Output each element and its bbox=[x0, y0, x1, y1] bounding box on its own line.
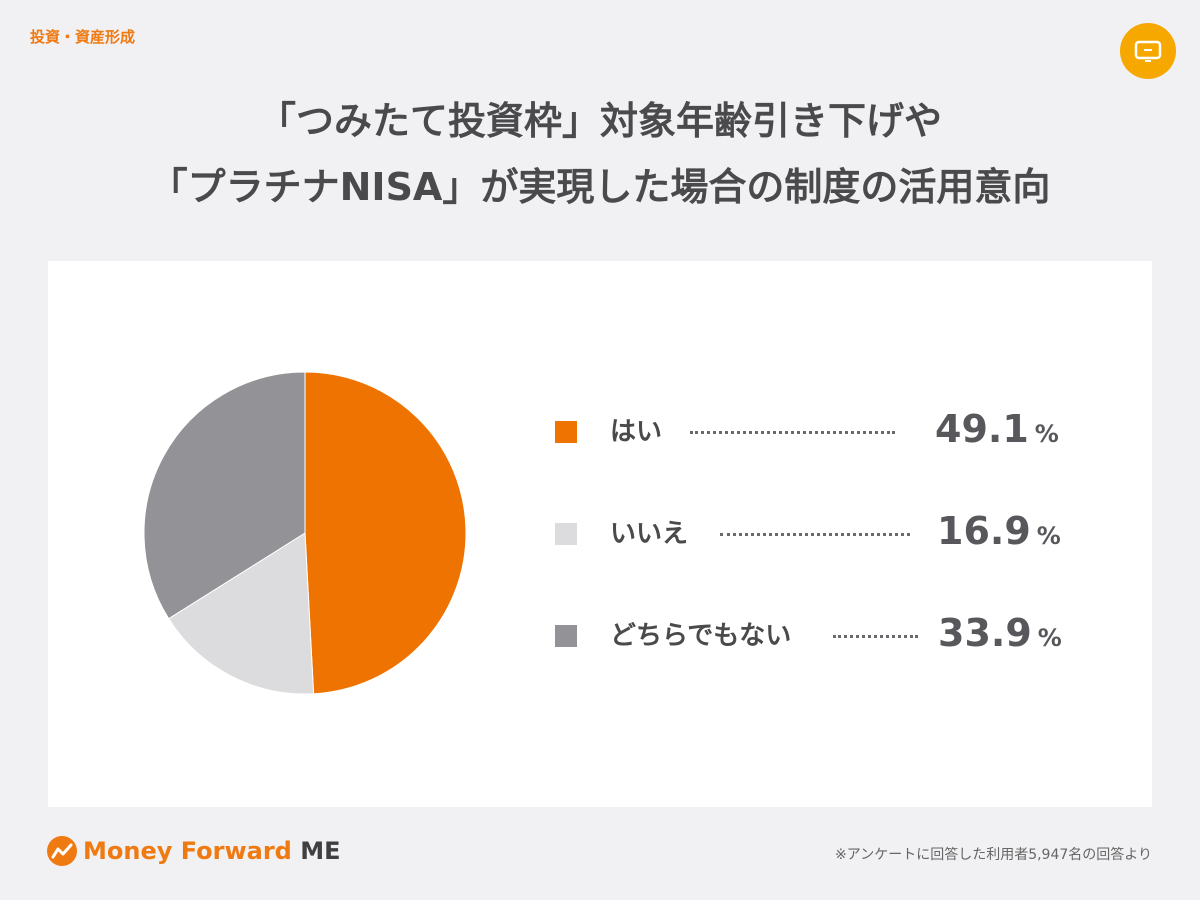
chart-card: はい 49.1% いいえ 16.9% どちらでもない 33.9% bbox=[48, 261, 1152, 807]
legend-leader-yes bbox=[690, 431, 895, 434]
logo-text: Money Forward ME bbox=[83, 837, 341, 865]
tv-icon bbox=[1134, 40, 1162, 62]
pie-slice-neutral bbox=[143, 371, 306, 620]
category-label: 投資・資産形成 bbox=[30, 28, 136, 46]
footnote: ※アンケートに回答した利用者5,947名の回答より bbox=[835, 847, 1152, 863]
badge bbox=[1120, 23, 1176, 79]
legend-label-neutral: どちらでもない bbox=[610, 621, 792, 651]
legend-value-yes: 49.1% bbox=[935, 407, 1059, 451]
legend-unit-no: % bbox=[1036, 522, 1061, 550]
pie-slice-no bbox=[168, 532, 315, 695]
legend-item-yes: はい 49.1% bbox=[555, 397, 1115, 499]
legend-unit-neutral: % bbox=[1037, 624, 1062, 652]
title-line-1: 「つみたて投資枠」対象年齢引き下げや bbox=[257, 99, 942, 143]
logo-mark-icon bbox=[47, 836, 77, 866]
legend-unit-yes: % bbox=[1034, 420, 1059, 448]
legend-label-yes: はい bbox=[610, 417, 663, 447]
page-title: 「つみたて投資枠」対象年齢引き下げや 「プラチナNISA」が実現した場合の制度の… bbox=[0, 88, 1200, 220]
legend-value-neutral: 33.9% bbox=[938, 611, 1062, 655]
legend-value-no: 16.9% bbox=[937, 509, 1061, 553]
legend-item-no: いいえ 16.9% bbox=[555, 499, 1115, 601]
legend-swatch-neutral bbox=[555, 625, 577, 647]
logo-text-me: ME bbox=[300, 837, 341, 865]
logo-text-main: Money Forward bbox=[83, 837, 292, 865]
money-forward-logo: Money Forward ME bbox=[47, 836, 341, 866]
legend-leader-neutral bbox=[833, 635, 918, 638]
pie-slice-yes bbox=[304, 371, 467, 695]
legend-item-neutral: どちらでもない 33.9% bbox=[555, 601, 1115, 703]
legend-value-number-yes: 49.1 bbox=[935, 407, 1029, 451]
logo-chart-icon bbox=[51, 843, 73, 859]
legend-swatch-no bbox=[555, 523, 577, 545]
legend-leader-no bbox=[720, 533, 910, 536]
pie-chart bbox=[143, 371, 467, 695]
title-line-2: 「プラチナNISA」が実現した場合の制度の活用意向 bbox=[149, 165, 1051, 209]
legend-swatch-yes bbox=[555, 421, 577, 443]
legend-value-number-no: 16.9 bbox=[937, 509, 1031, 553]
legend: はい 49.1% いいえ 16.9% どちらでもない 33.9% bbox=[555, 397, 1115, 703]
legend-value-number-neutral: 33.9 bbox=[938, 611, 1032, 655]
legend-label-no: いいえ bbox=[610, 519, 689, 549]
